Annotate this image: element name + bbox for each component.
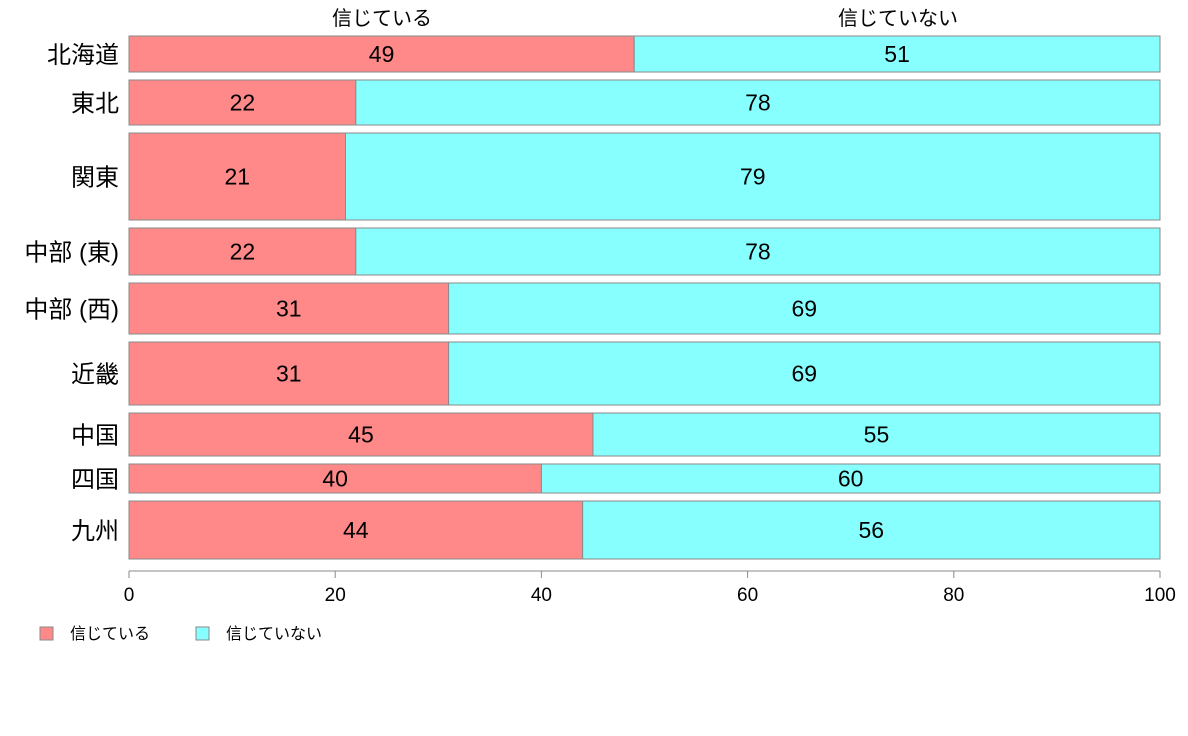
bar-2-row-6: [448, 341, 1161, 406]
bar-1-row-4: [128, 227, 357, 276]
data-label-1-row-4: 22: [230, 239, 256, 265]
x-tick-label-4: 60: [737, 585, 758, 606]
category-label-3: 関東: [71, 165, 119, 192]
data-label-2-row-1: 51: [884, 41, 910, 67]
legend-label-1: 信じている: [70, 625, 150, 643]
legend-label-2: 信じていない: [226, 625, 322, 643]
bar-2-row-3: [345, 132, 1161, 221]
category-label-7: 中国: [71, 423, 119, 450]
data-label-1-row-7: 45: [348, 422, 374, 448]
bar-1-row-1: [128, 35, 635, 73]
data-label-1-row-3: 21: [224, 164, 250, 190]
bar-1-row-9: [128, 500, 584, 560]
bar-2-row-4: [355, 227, 1161, 276]
data-label-2-row-4: 78: [745, 239, 771, 265]
data-label-2-row-8: 60: [838, 466, 864, 492]
bar-2-row-2: [355, 79, 1161, 126]
data-label-2-row-7: 55: [864, 422, 890, 448]
bar-2-row-1: [633, 35, 1161, 73]
data-label-1-row-8: 40: [322, 466, 348, 492]
data-label-1-row-1: 49: [369, 41, 395, 67]
bar-2-row-8: [540, 463, 1161, 494]
x-tick-label-1: 0: [124, 585, 135, 606]
data-label-1-row-2: 22: [230, 90, 256, 116]
bar-1-row-7: [128, 412, 594, 457]
bar-1-row-3: [128, 132, 347, 221]
data-label-1-row-9: 44: [343, 517, 369, 543]
data-label-2-row-9: 56: [859, 517, 885, 543]
data-label-2-row-3: 79: [740, 164, 766, 190]
x-tick-label-5: 80: [943, 585, 964, 606]
category-label-6: 近畿: [71, 362, 119, 389]
column-header-2: 信じていない: [838, 7, 958, 30]
category-label-4: 中部 (東): [24, 240, 119, 267]
category-label-9: 九州: [71, 518, 119, 545]
x-tick-label-2: 20: [325, 585, 346, 606]
legend-swatch-1: [39, 626, 54, 641]
bar-2-row-9: [582, 500, 1161, 560]
bar-1-row-2: [128, 79, 357, 126]
category-label-5: 中部 (西): [24, 297, 119, 324]
column-header-1: 信じている: [332, 7, 432, 30]
bar-1-row-5: [128, 282, 450, 335]
data-label-2-row-6: 69: [792, 361, 818, 387]
x-tick-label-6: 100: [1144, 585, 1176, 606]
data-label-1-row-6: 31: [276, 361, 302, 387]
data-label-2-row-5: 69: [792, 296, 818, 322]
data-label-2-row-2: 78: [745, 90, 771, 116]
bar-2-row-5: [448, 282, 1161, 335]
x-tick-label-3: 40: [531, 585, 552, 606]
category-label-8: 四国: [71, 467, 119, 494]
category-label-1: 北海道: [47, 42, 119, 69]
category-label-2: 東北: [71, 91, 119, 118]
legend-swatch-2: [195, 626, 210, 641]
bar-2-row-7: [592, 412, 1161, 457]
data-label-1-row-5: 31: [276, 296, 302, 322]
